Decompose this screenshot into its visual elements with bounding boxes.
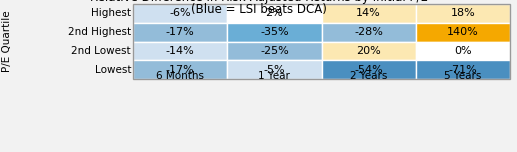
Bar xyxy=(322,23,416,41)
Text: 14%: 14% xyxy=(356,8,381,18)
Bar xyxy=(133,60,227,79)
Text: Highest: Highest xyxy=(91,8,131,18)
Text: -54%: -54% xyxy=(354,65,383,75)
Text: P/E Quartile: P/E Quartile xyxy=(2,11,12,72)
Bar xyxy=(322,41,416,60)
Text: -6%: -6% xyxy=(169,8,191,18)
Text: 2%: 2% xyxy=(266,8,283,18)
Text: 5 Years: 5 Years xyxy=(444,71,481,81)
Bar xyxy=(227,23,322,41)
Text: 2nd Highest: 2nd Highest xyxy=(68,27,131,37)
Bar xyxy=(133,23,227,41)
Bar xyxy=(227,41,322,60)
Text: -25%: -25% xyxy=(260,46,289,56)
Text: Relative Difference in Risk-Adjusted Returns by Initial P/E: Relative Difference in Risk-Adjusted Ret… xyxy=(89,0,428,4)
Text: (Blue = LSI beats DCA): (Blue = LSI beats DCA) xyxy=(191,3,326,16)
Bar xyxy=(416,23,510,41)
Text: -14%: -14% xyxy=(166,46,194,56)
Text: 1 Year: 1 Year xyxy=(258,71,291,81)
Text: 2nd Lowest: 2nd Lowest xyxy=(71,46,131,56)
Bar xyxy=(416,4,510,23)
Text: 18%: 18% xyxy=(450,8,475,18)
Text: -17%: -17% xyxy=(166,65,194,75)
Bar xyxy=(322,4,416,23)
Bar xyxy=(416,60,510,79)
Bar xyxy=(227,4,322,23)
Text: -71%: -71% xyxy=(449,65,477,75)
Text: 0%: 0% xyxy=(454,46,472,56)
Bar xyxy=(133,4,510,79)
Text: -5%: -5% xyxy=(264,65,285,75)
Bar xyxy=(416,41,510,60)
Text: Lowest: Lowest xyxy=(95,65,131,75)
Bar xyxy=(227,60,322,79)
Bar xyxy=(322,60,416,79)
Bar xyxy=(133,4,227,23)
Text: 2 Years: 2 Years xyxy=(350,71,387,81)
Text: -17%: -17% xyxy=(166,27,194,37)
Text: 20%: 20% xyxy=(356,46,381,56)
Text: 6 Months: 6 Months xyxy=(156,71,204,81)
Text: -28%: -28% xyxy=(354,27,383,37)
Text: 140%: 140% xyxy=(447,27,479,37)
Text: -35%: -35% xyxy=(260,27,288,37)
Bar xyxy=(133,41,227,60)
